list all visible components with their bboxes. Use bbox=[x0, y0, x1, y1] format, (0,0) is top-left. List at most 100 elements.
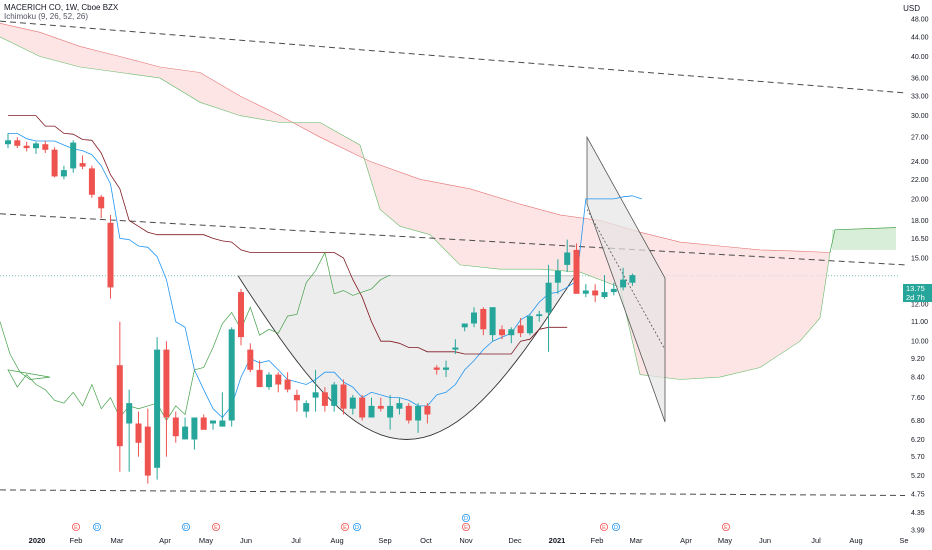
time-tick-label: Se bbox=[899, 536, 908, 545]
candle-body bbox=[284, 379, 291, 390]
candle-body bbox=[247, 349, 254, 370]
candle-body bbox=[461, 323, 468, 328]
candle bbox=[228, 327, 235, 427]
price-tick-label: 44.00 bbox=[911, 34, 929, 41]
candle bbox=[489, 307, 496, 342]
price-tick-label: 8.40 bbox=[911, 375, 925, 382]
time-tick-label: 2021 bbox=[549, 536, 566, 545]
time-tick-label: Nov bbox=[459, 536, 473, 545]
dividend-marker bbox=[461, 514, 470, 523]
candle-body bbox=[349, 397, 356, 409]
dividend-marker bbox=[612, 523, 621, 532]
candle-body bbox=[303, 403, 310, 412]
wedge-midline bbox=[586, 209, 666, 350]
candle bbox=[293, 389, 300, 412]
time-tick-label: Jun bbox=[759, 536, 771, 545]
candle bbox=[359, 394, 366, 421]
candle-body bbox=[433, 367, 440, 370]
candle bbox=[340, 379, 347, 415]
event-markers[interactable]: E D D E E DDE E D E bbox=[72, 514, 731, 532]
trendline-middle bbox=[0, 213, 906, 266]
candle bbox=[154, 337, 161, 480]
price-axis[interactable]: 48.00 44.00 40.00 36.00 33.00 30.00 27.00 24.00… bbox=[911, 17, 929, 535]
candle bbox=[88, 165, 95, 198]
time-tick-label: Mar bbox=[630, 536, 643, 545]
candle-body bbox=[359, 397, 366, 418]
candle bbox=[564, 239, 571, 273]
time-tick-label: Jun bbox=[240, 536, 252, 545]
time-axis[interactable]: 2020 Feb Mar Apr May Jun Jul Aug Sep Oct Nov Dec 202… bbox=[29, 536, 909, 545]
price-tick-label: 5.20 bbox=[911, 473, 925, 480]
earnings-marker-label: E bbox=[214, 525, 218, 531]
candle-body bbox=[480, 309, 487, 330]
candle-body bbox=[601, 292, 608, 297]
time-tick-label: May bbox=[718, 536, 732, 545]
candle bbox=[387, 394, 394, 430]
ichimoku-lines bbox=[0, 115, 642, 422]
candle-body bbox=[107, 222, 114, 288]
candle bbox=[70, 140, 77, 173]
dividend-marker-label: D bbox=[184, 525, 188, 531]
senkou-span-a-line bbox=[829, 227, 897, 253]
candle bbox=[23, 141, 30, 152]
candle-body bbox=[275, 374, 282, 385]
candle-body bbox=[172, 417, 179, 437]
candle-body bbox=[51, 149, 58, 177]
price-tick-label: 4.75 bbox=[911, 492, 925, 499]
currency-label[interactable]: USD bbox=[903, 4, 920, 13]
earnings-marker bbox=[211, 523, 220, 532]
price-tick-label: 6.80 bbox=[911, 418, 925, 425]
candle-body bbox=[33, 143, 39, 149]
candle bbox=[554, 259, 561, 294]
candle-body bbox=[405, 405, 412, 421]
earnings-marker bbox=[600, 523, 609, 532]
candle bbox=[144, 408, 151, 484]
cloud-bullish-area bbox=[832, 227, 896, 250]
candle-body bbox=[340, 384, 347, 409]
price-tick-label: 36.00 bbox=[911, 76, 929, 83]
candle bbox=[60, 165, 67, 180]
candle-body bbox=[163, 349, 170, 418]
candle bbox=[303, 400, 310, 418]
candle-body bbox=[42, 144, 49, 150]
base-line bbox=[8, 115, 568, 355]
candle bbox=[5, 133, 11, 149]
price-tick-label: 11.00 bbox=[911, 319, 928, 326]
candle bbox=[545, 264, 552, 352]
symbol-title[interactable]: MACERICH CO, 1W, Cboe BZX bbox=[4, 3, 119, 12]
candle bbox=[312, 369, 319, 412]
price-tick-label: 9.20 bbox=[911, 356, 925, 363]
candle bbox=[135, 411, 142, 457]
price-tick-label: 24.00 bbox=[911, 159, 929, 166]
candle-body bbox=[396, 403, 403, 409]
dividend-marker bbox=[181, 523, 190, 532]
dividend-marker bbox=[93, 523, 102, 532]
candle bbox=[349, 394, 356, 415]
earnings-marker bbox=[461, 523, 470, 532]
candle-body bbox=[256, 369, 263, 388]
dividend-marker bbox=[352, 523, 361, 532]
candle bbox=[629, 273, 636, 286]
candle bbox=[377, 397, 384, 412]
candle-body bbox=[499, 329, 505, 336]
time-tick-label: Sep bbox=[378, 536, 391, 545]
time-tick-label: Mar bbox=[111, 536, 124, 545]
dividend-marker-label: D bbox=[464, 516, 468, 522]
indicator-title[interactable]: Ichimoku (9, 26, 52, 26) bbox=[4, 12, 89, 21]
price-tick-label: 20.00 bbox=[911, 196, 929, 203]
candle-body bbox=[471, 312, 477, 324]
candle-body bbox=[126, 403, 133, 424]
earnings-marker-label: E bbox=[724, 525, 728, 531]
candle-body bbox=[14, 140, 21, 146]
price-tick-label: 18.00 bbox=[911, 218, 929, 225]
candle bbox=[536, 310, 543, 322]
candle-body bbox=[312, 392, 319, 398]
candle bbox=[238, 288, 244, 346]
price-tick-label: 27.00 bbox=[911, 135, 929, 142]
dividend-marker-label: D bbox=[95, 525, 99, 531]
candle bbox=[601, 275, 608, 299]
conversion-line bbox=[8, 132, 642, 419]
bar-countdown-label: 2d 7h bbox=[903, 293, 932, 302]
candle bbox=[573, 243, 580, 294]
